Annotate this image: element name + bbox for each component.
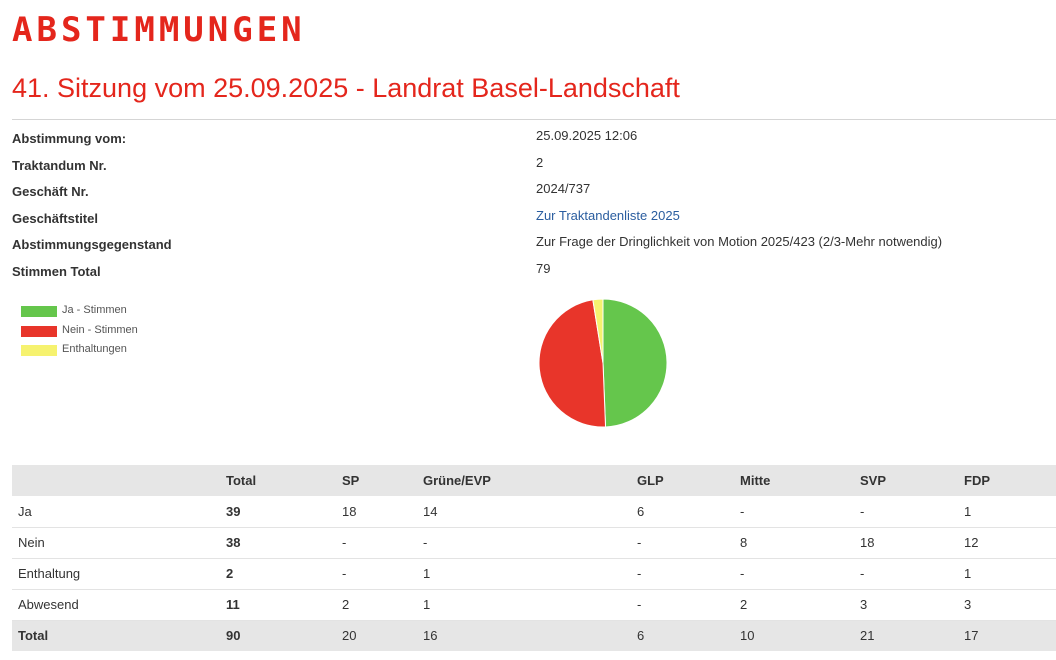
column-header: FDP — [958, 465, 1056, 496]
column-header: GLP — [631, 465, 734, 496]
column-header: SP — [336, 465, 417, 496]
table-cell: 21 — [854, 620, 958, 651]
legend-swatch — [21, 325, 57, 337]
table-cell: - — [336, 527, 417, 559]
row-label: Abwesend — [12, 589, 220, 621]
detail-value: Zur Frage der Dringlichkeit von Motion 2… — [536, 234, 943, 249]
results-table: Total SP Grüne/EVP GLP Mitte SVP FDP Ja 3… — [12, 465, 1056, 651]
detail-label: Traktandum Nr. — [12, 157, 107, 173]
table-cell: 1 — [417, 558, 631, 590]
detail-value: 2024/737 — [536, 181, 591, 196]
column-header — [12, 465, 220, 496]
pie-slice-enthaltungen — [592, 298, 604, 364]
table-cell: 3 — [958, 589, 1056, 621]
column-header: Total — [220, 465, 336, 496]
row-label: Ja — [12, 496, 220, 528]
detail-row-traktandum: Traktandum Nr. 2 — [12, 155, 1052, 182]
table-cell: 2 — [336, 589, 417, 621]
table-cell: 8 — [734, 527, 854, 559]
detail-row-gegenstand: Abstimmungsgegenstand Zur Frage der Drin… — [12, 234, 1052, 261]
table-cell: - — [336, 558, 417, 590]
traktandenliste-link[interactable]: Zur Traktandenliste 2025 — [536, 207, 680, 223]
table-cell: 1 — [958, 558, 1056, 590]
detail-value: 2 — [536, 154, 544, 170]
detail-row-geschaeft: Geschäft Nr. 2024/737 — [12, 181, 1052, 208]
table-cell: 39 — [220, 496, 336, 528]
table-cell: 20 — [336, 620, 417, 651]
table-row: Nein 38- - -8 18 12 — [12, 527, 1056, 559]
legend-swatch — [21, 306, 57, 317]
table-cell: 10 — [734, 620, 854, 651]
table-cell: - — [631, 589, 734, 621]
legend-label: Enthaltungen — [62, 343, 127, 355]
detail-label: Abstimmungsgegenstand — [12, 237, 172, 252]
table-cell: - — [631, 558, 734, 590]
detail-value: 25.09.2025 12:06 — [536, 128, 638, 143]
table-cell: 14 — [417, 496, 631, 528]
table-cell: 38 — [220, 527, 336, 559]
table-cell: 1 — [417, 589, 631, 621]
table-row: Abwesend 11 2 1-2 3 3 — [12, 589, 1056, 621]
detail-row-date: Abstimmung vom: 25.09.2025 12:06 — [12, 128, 1052, 155]
detail-label: Stimmen Total — [12, 263, 101, 279]
table-cell: - — [854, 496, 958, 528]
table-cell: 6 — [631, 496, 734, 528]
table-row: Enthaltung 2-1- - -1 — [12, 558, 1056, 590]
pie-slice-nein-stimmen — [538, 299, 607, 428]
column-header: Mitte — [734, 465, 854, 496]
detail-label: Abstimmung vom: — [12, 131, 127, 146]
title-divider — [12, 119, 1056, 120]
table-cell: - — [417, 527, 631, 559]
table-cell: 17 — [958, 620, 1056, 651]
pie-slice-ja-stimmen — [602, 298, 668, 428]
row-label: Total — [12, 620, 220, 651]
detail-value: Zur Traktandenliste 2025 — [536, 208, 680, 223]
brand-heading: ABSTIMMUNGEN — [12, 10, 306, 50]
table-cell: 16 — [417, 620, 631, 651]
vote-details: Abstimmung vom: 25.09.2025 12:06 Traktan… — [12, 128, 1052, 287]
detail-row-geschaeftstitel: Geschäftstitel Zur Traktandenliste 2025 — [12, 208, 1052, 235]
detail-label: Geschäft Nr. — [12, 184, 89, 199]
table-cell: 11 — [220, 589, 336, 621]
table-cell: 18 — [854, 527, 958, 559]
table-cell: 90 — [220, 620, 336, 651]
table-cell: - — [854, 558, 958, 590]
table-cell: 1 — [958, 496, 1056, 528]
legend-label: Nein - Stimmen — [62, 323, 138, 336]
table-cell: - — [631, 527, 734, 559]
table-cell: - — [734, 496, 854, 528]
table-header-row: Total SP Grüne/EVP GLP Mitte SVP FDP — [12, 465, 1056, 496]
row-label: Enthaltung — [12, 558, 220, 590]
table-cell: 3 — [854, 589, 958, 621]
table-cell: 2 — [220, 558, 336, 590]
row-label: Nein — [12, 527, 220, 559]
vote-pie-chart — [538, 298, 668, 428]
column-header: SVP — [854, 465, 958, 496]
table-total-row: Total 90 20 16 6 10 21 17 — [12, 620, 1056, 651]
detail-row-stimmen-total: Stimmen Total 79 — [12, 261, 1052, 288]
detail-label: Geschäftstitel — [12, 210, 98, 226]
column-header: Grüne/EVP — [417, 465, 631, 496]
table-cell: 18 — [336, 496, 417, 528]
page-title: 41. Sitzung vom 25.09.2025 - Landrat Bas… — [12, 73, 680, 103]
table-cell: - — [734, 558, 854, 590]
table-row: Ja 39 18 14 6- -1 — [12, 496, 1056, 528]
table-cell: 2 — [734, 589, 854, 621]
table-cell: 6 — [631, 620, 734, 651]
legend-swatch — [21, 345, 57, 356]
table-cell: 12 — [958, 527, 1056, 559]
detail-value: 79 — [536, 260, 551, 276]
legend-label: Ja - Stimmen — [62, 304, 127, 316]
